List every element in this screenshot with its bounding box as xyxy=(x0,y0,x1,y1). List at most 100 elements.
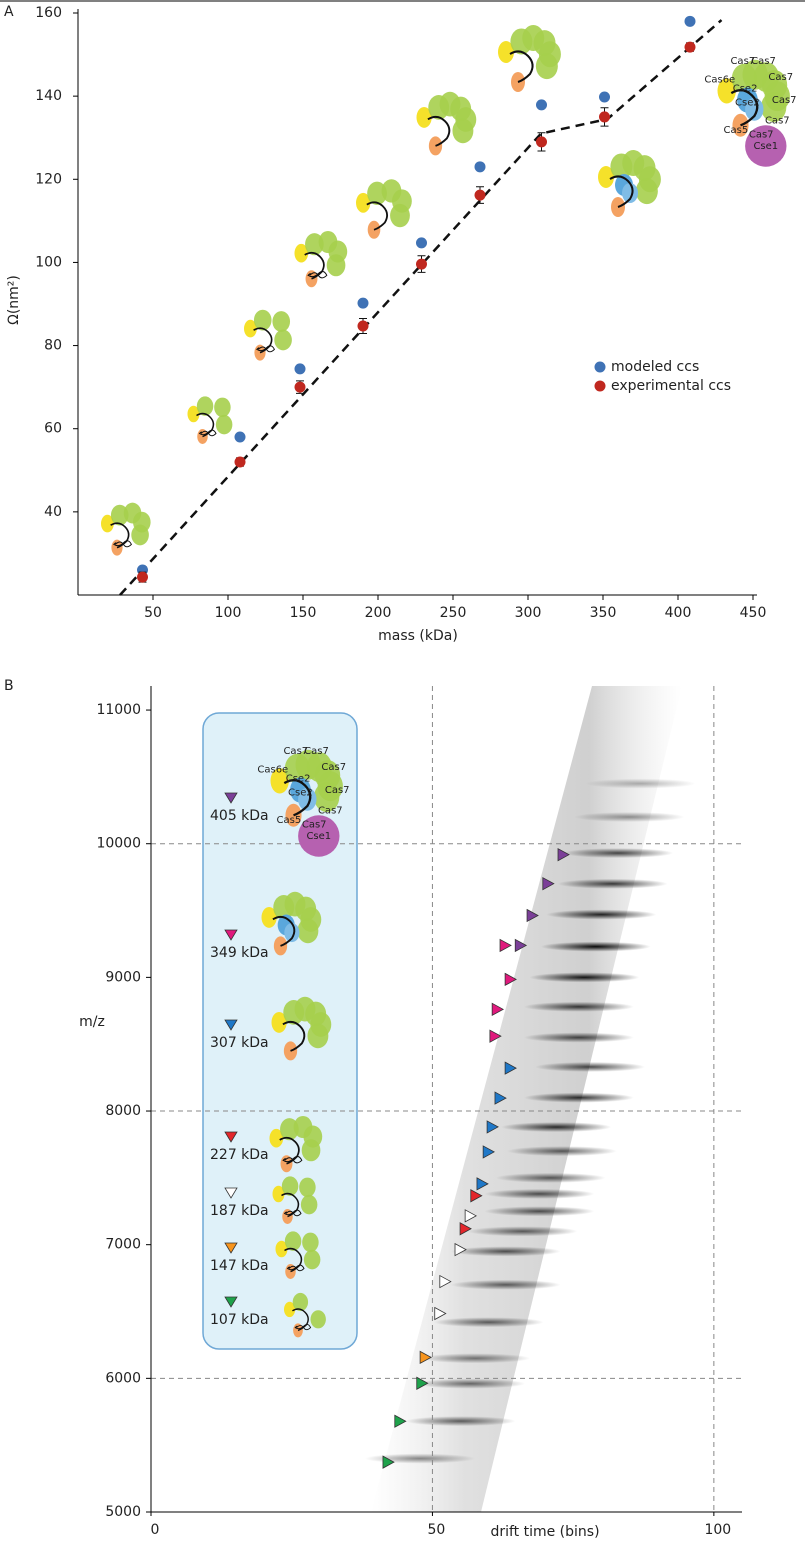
cas6e-shape xyxy=(275,1240,288,1258)
x-tick-label: 250 xyxy=(440,605,467,621)
cas7-shape xyxy=(297,918,319,944)
x-tick-label: 100 xyxy=(704,1522,731,1538)
y-axis-label: Ω(nm²) xyxy=(6,275,22,325)
cas6e-shape xyxy=(244,319,257,338)
y-tick-label: 140 xyxy=(35,88,62,104)
cas7-shape xyxy=(303,1249,321,1270)
point xyxy=(416,258,427,270)
peak xyxy=(574,811,685,822)
panel-label: B xyxy=(4,678,14,694)
cas7-shape xyxy=(314,782,340,813)
species-marker xyxy=(224,929,238,941)
marker xyxy=(419,1350,432,1365)
x-axis-label: mass (kDa) xyxy=(378,628,458,644)
y-tick-label: 10000 xyxy=(96,836,141,852)
point xyxy=(684,15,696,27)
crrna xyxy=(279,1136,300,1165)
peak xyxy=(523,1032,634,1043)
cas5-shape xyxy=(732,113,749,137)
cas7-shape xyxy=(284,1231,302,1251)
point xyxy=(536,136,547,148)
cas7-shape xyxy=(761,92,787,123)
cas5-shape xyxy=(283,1041,298,1061)
cas7-shape xyxy=(274,329,292,351)
cartoon xyxy=(244,309,292,361)
peak xyxy=(557,878,668,889)
cas6e-shape xyxy=(356,192,371,213)
point xyxy=(357,320,369,332)
species-label: 349 kDa xyxy=(210,945,269,961)
cas6e-shape xyxy=(271,1011,287,1033)
species-marker xyxy=(224,792,238,804)
y-tick-label: 5000 xyxy=(105,1504,141,1520)
species-label: 107 kDa xyxy=(210,1312,269,1328)
cas5-shape xyxy=(367,220,381,239)
cse2-shape xyxy=(622,183,638,203)
species-marker xyxy=(224,1296,238,1308)
complex-label: Cas7 xyxy=(325,785,350,796)
species-label: 405 kDa xyxy=(210,808,269,824)
cartoon xyxy=(261,891,322,956)
x-tick-label: 350 xyxy=(590,605,617,621)
marker xyxy=(504,972,517,987)
cse2-shape xyxy=(284,923,300,943)
x-tick-label: 450 xyxy=(740,605,767,621)
legend-swatch xyxy=(594,380,606,392)
marker xyxy=(459,1222,472,1236)
complex-label: Cas7 xyxy=(321,762,346,773)
peak xyxy=(450,1279,561,1290)
marker xyxy=(514,938,528,953)
complex-label: Cas7 xyxy=(318,806,343,817)
peak xyxy=(535,1061,646,1072)
cartoon xyxy=(101,502,151,556)
peak xyxy=(529,972,640,983)
species-marker xyxy=(224,1019,238,1031)
x-tick-label: 100 xyxy=(215,605,242,621)
complex-label: Cse1 xyxy=(753,141,778,152)
cartoon xyxy=(270,749,343,827)
complex-label: Cas6e xyxy=(704,74,735,85)
marker xyxy=(557,848,570,862)
x-tick-label: 400 xyxy=(665,605,692,621)
cartoon xyxy=(356,179,412,239)
point xyxy=(234,431,246,443)
cartoon xyxy=(272,1176,318,1224)
cas7-shape xyxy=(215,414,233,435)
peak xyxy=(415,1378,526,1389)
cas6e-shape xyxy=(284,1301,296,1318)
complex-label: Cas7 xyxy=(772,95,797,106)
marker xyxy=(476,1177,489,1191)
marker xyxy=(382,1455,395,1469)
cas7-shape xyxy=(214,397,231,418)
marker xyxy=(470,1189,483,1203)
crrna xyxy=(272,915,296,947)
cas7-shape xyxy=(196,396,214,416)
cse1-shape xyxy=(745,125,787,167)
cse1-shape xyxy=(298,815,340,857)
point xyxy=(684,41,696,53)
cartoon xyxy=(275,1231,321,1279)
cartoon xyxy=(269,1115,323,1173)
cartoon xyxy=(498,25,561,92)
complex-label: Cas7 xyxy=(768,72,793,83)
cas6e-shape xyxy=(498,41,514,63)
crrna xyxy=(509,50,534,83)
tangle xyxy=(113,540,132,548)
point xyxy=(294,363,306,375)
cas6e-shape xyxy=(294,243,309,263)
species-label: 307 kDa xyxy=(210,1035,269,1051)
peak xyxy=(420,1353,531,1364)
cartoon xyxy=(717,59,790,137)
y-tick-label: 7000 xyxy=(105,1237,141,1253)
complex-label: Cas7 xyxy=(765,116,790,127)
marker xyxy=(439,1274,452,1289)
crrna xyxy=(253,327,273,354)
cas6e-shape xyxy=(416,106,432,128)
cas6e-shape xyxy=(261,906,277,928)
complex-label: Cas5 xyxy=(277,815,302,826)
tangle xyxy=(294,1324,312,1331)
cartoon xyxy=(598,150,661,217)
cas6e-shape xyxy=(270,768,289,794)
marker xyxy=(494,1091,507,1105)
species-label: 227 kDa xyxy=(210,1147,269,1163)
